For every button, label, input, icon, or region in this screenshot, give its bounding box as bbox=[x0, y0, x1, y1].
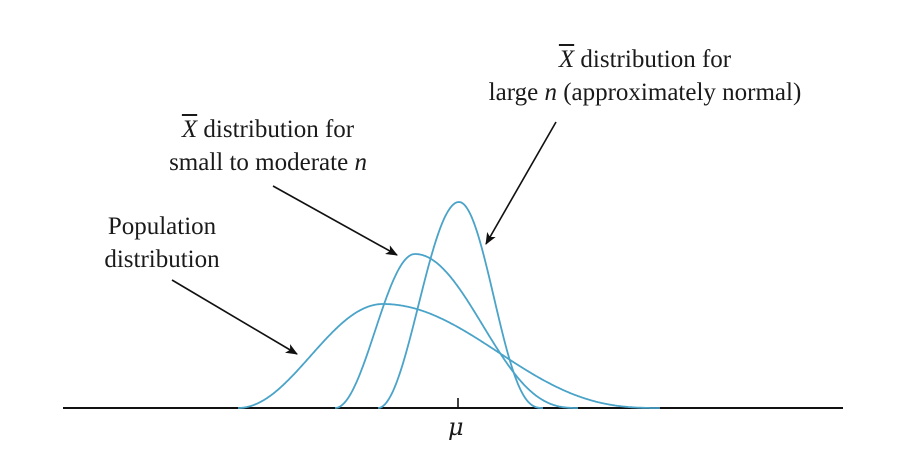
large-n-distribution-curve bbox=[377, 201, 543, 409]
small-n-distribution-curve bbox=[334, 253, 578, 409]
xbar-symbol: X bbox=[558, 46, 575, 73]
population-label: Population distribution bbox=[82, 210, 242, 276]
large-n-label: X distribution for large n (approximatel… bbox=[440, 43, 850, 109]
population-label-line2: distribution bbox=[104, 246, 220, 273]
small-n-label-line2: small to moderate n bbox=[169, 149, 367, 176]
mean-label: μ bbox=[448, 413, 464, 441]
small-n-label: X distribution for small to moderate n bbox=[128, 113, 408, 179]
large-n-label-line2: large n (approximately normal) bbox=[488, 79, 802, 106]
xbar-symbol: X bbox=[181, 116, 198, 143]
population-arrow bbox=[171, 279, 298, 355]
large-n-label-line1: X distribution for bbox=[558, 46, 732, 73]
large-n-arrow bbox=[485, 121, 557, 245]
small-n-label-line1: X distribution for bbox=[181, 116, 355, 143]
population-distribution-curve bbox=[238, 303, 660, 409]
population-label-line1: Population bbox=[107, 213, 217, 240]
small-n-arrow bbox=[272, 185, 398, 256]
